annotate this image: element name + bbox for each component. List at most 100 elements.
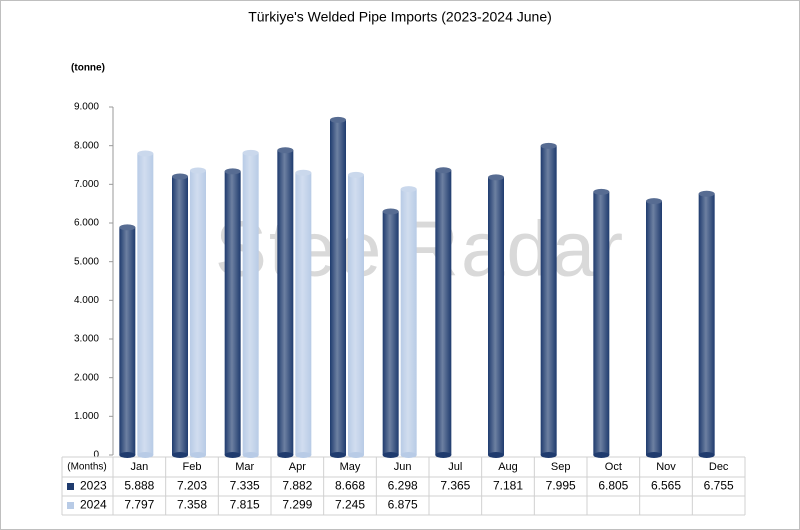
bar-base — [488, 452, 504, 458]
bar-cap — [330, 116, 346, 123]
y-tick-label: 5.000 — [74, 256, 99, 267]
bar-base — [295, 452, 312, 458]
bar-cap — [277, 147, 294, 154]
bar — [242, 152, 259, 455]
bar-base — [435, 452, 452, 458]
chart-title: Türkiye's Welded Pipe Imports (2023-2024… — [248, 9, 552, 25]
data-table-value: 6.565 — [651, 479, 681, 493]
bar — [593, 191, 610, 455]
bar — [190, 170, 206, 455]
data-table-value: 6.805 — [598, 479, 628, 493]
bar — [382, 211, 399, 455]
x-tick-label: Jun — [394, 461, 412, 473]
data-table-value: 6.755 — [704, 479, 734, 493]
bar-cap — [224, 168, 241, 175]
data-table-value: 7.358 — [177, 498, 207, 512]
data-table-value: 6.875 — [388, 498, 418, 512]
bar-base — [593, 452, 610, 458]
y-tick-label: 9.000 — [74, 102, 99, 113]
bar-cap — [540, 142, 557, 149]
bar-base — [348, 452, 364, 458]
bar-base — [119, 452, 136, 458]
y-tick-label: 7.000 — [74, 179, 99, 190]
bar-cap — [488, 174, 504, 181]
y-tick-label: 4.000 — [74, 295, 99, 306]
x-tick-label: Dec — [709, 461, 729, 473]
data-table-value: 7.245 — [335, 498, 365, 512]
bar — [348, 174, 364, 456]
x-tick-label: Jan — [130, 461, 148, 473]
y-axis-label: (tonne) — [71, 63, 105, 74]
bar — [330, 119, 346, 455]
y-tick-label: 6.000 — [74, 218, 99, 229]
bar-base — [400, 452, 417, 458]
bar — [295, 172, 312, 455]
bar — [435, 170, 452, 455]
bar-base — [646, 452, 662, 458]
data-table-value: 7.299 — [282, 498, 312, 512]
bar-cap — [382, 208, 399, 215]
bar — [172, 176, 188, 455]
bar — [540, 145, 557, 456]
data-table-value: 7.181 — [493, 479, 523, 493]
data-table-value: 7.365 — [440, 479, 470, 493]
data-table-value: 7.797 — [124, 498, 154, 512]
bar — [488, 177, 504, 456]
bar-base — [172, 452, 188, 458]
bar-cap — [190, 167, 206, 174]
bar-cap — [348, 171, 364, 178]
bar-base — [277, 452, 294, 458]
bar-base — [224, 452, 241, 458]
x-tick-label: Sep — [551, 461, 571, 473]
bar-base — [190, 452, 206, 458]
x-tick-label: May — [340, 461, 361, 473]
bar-cap — [593, 188, 610, 195]
data-table-value: 8.668 — [335, 479, 365, 493]
bar-cap — [242, 149, 259, 156]
bar — [224, 171, 241, 455]
data-table-value: 7.335 — [230, 479, 260, 493]
legend-label: 2023 — [80, 479, 107, 493]
x-tick-label: Apr — [289, 461, 306, 473]
bar-cap — [119, 224, 136, 231]
watermark: SteelRadar — [215, 205, 625, 293]
x-tick-label: Feb — [183, 461, 202, 473]
bar — [698, 193, 715, 455]
bar — [400, 189, 417, 455]
y-tick-label: 3.000 — [74, 334, 99, 345]
bar-base — [382, 452, 399, 458]
x-axis-label: (Months) — [67, 462, 106, 473]
data-table-value: 6.298 — [388, 479, 418, 493]
bar-cap — [400, 186, 417, 193]
x-tick-label: Jul — [448, 461, 462, 473]
bar-cap — [646, 198, 662, 205]
y-tick-label: 2.000 — [74, 372, 99, 383]
data-table-value: 7.995 — [546, 479, 576, 493]
y-tick-label: 1.000 — [74, 411, 99, 422]
x-tick-label: Nov — [656, 461, 676, 473]
bar-cap — [295, 169, 312, 176]
bar-base — [698, 452, 715, 458]
bar — [137, 153, 154, 456]
legend-swatch — [67, 502, 74, 509]
bar-cap — [435, 167, 452, 174]
bar — [277, 150, 294, 455]
bar-cap — [137, 150, 154, 157]
bar-base — [540, 452, 557, 458]
data-table-value: 7.815 — [230, 498, 260, 512]
bar-base — [330, 452, 346, 458]
y-tick-label: 0 — [93, 450, 99, 461]
x-tick-label: Aug — [498, 461, 518, 473]
data-table-value: 5.888 — [124, 479, 154, 493]
x-tick-label: Mar — [235, 461, 254, 473]
legend-label: 2024 — [80, 498, 107, 512]
bar — [119, 227, 136, 455]
bar — [646, 201, 662, 455]
y-tick-label: 8.000 — [74, 140, 99, 151]
bar-cap — [698, 190, 715, 197]
bar-base — [242, 452, 259, 458]
bar-base — [137, 452, 154, 458]
data-table-value: 7.203 — [177, 479, 207, 493]
bar-cap — [172, 173, 188, 180]
